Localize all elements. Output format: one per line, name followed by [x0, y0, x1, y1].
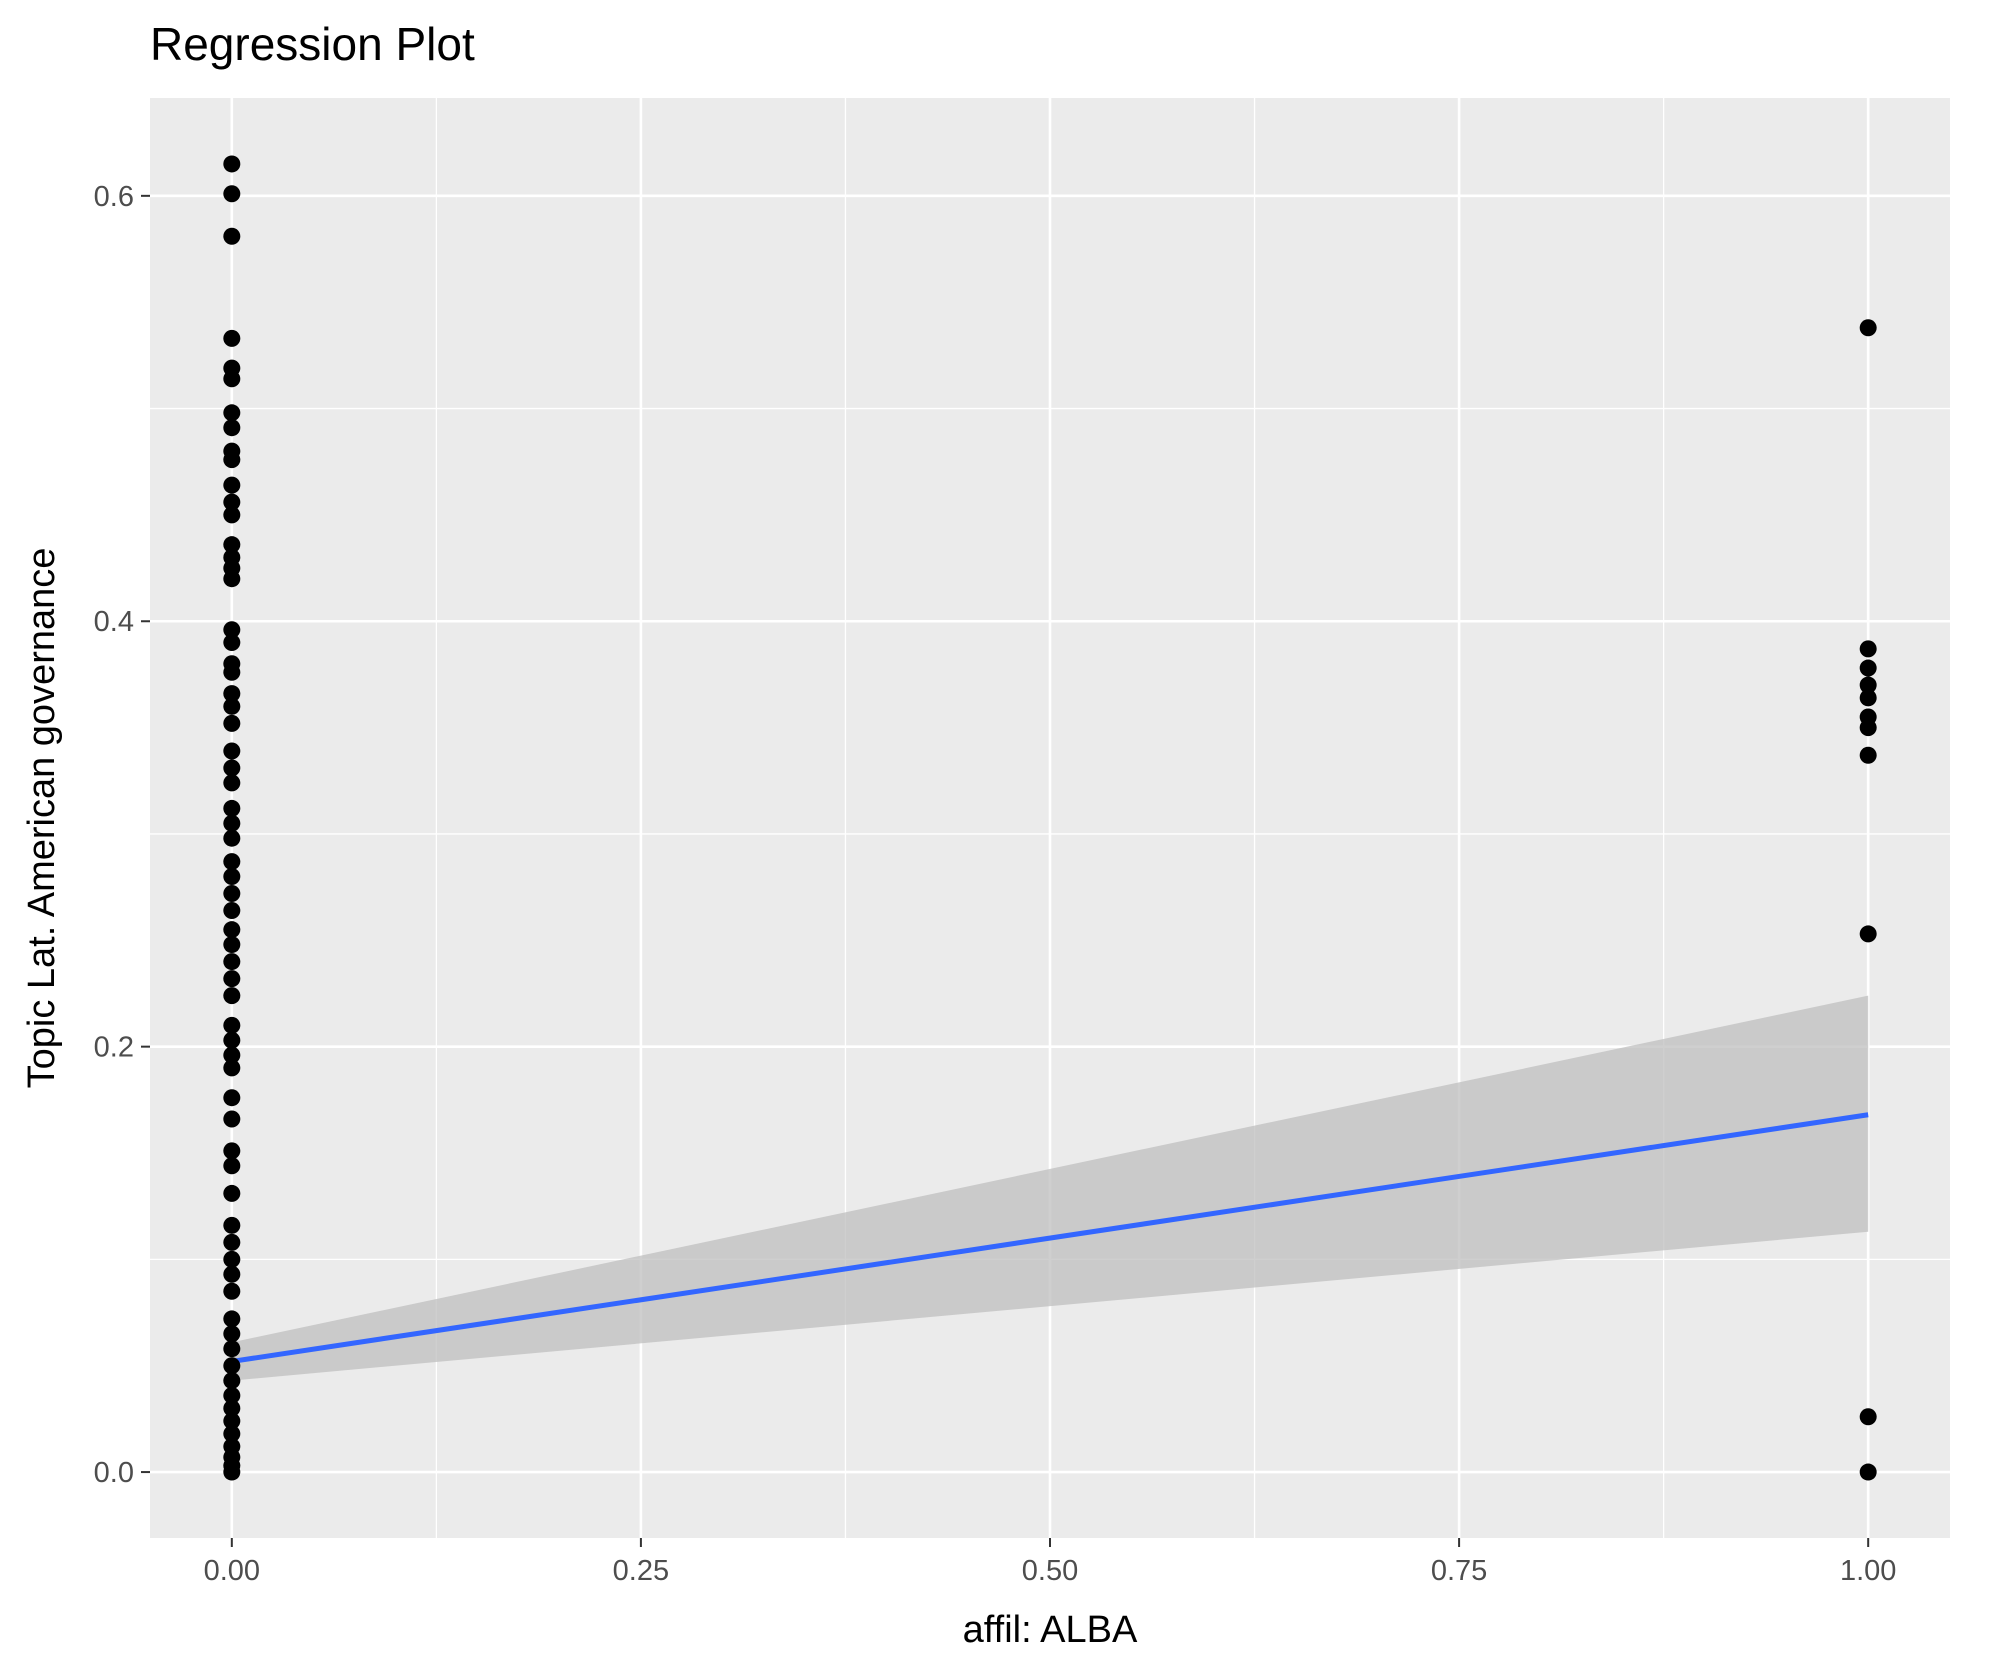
data-point	[223, 1463, 241, 1481]
x-axis-label: affil: ALBA	[963, 1609, 1138, 1651]
y-tick-label: 0.6	[94, 181, 134, 213]
data-point	[223, 1046, 241, 1064]
data-point	[223, 493, 241, 511]
data-point	[223, 936, 241, 954]
data-point	[1859, 640, 1877, 658]
data-point	[223, 953, 241, 971]
data-point	[223, 829, 241, 847]
data-point	[223, 987, 241, 1005]
data-point	[1859, 689, 1877, 707]
data-point	[223, 697, 241, 715]
data-point	[223, 1412, 241, 1430]
data-point	[223, 370, 241, 388]
data-point	[223, 1265, 241, 1283]
data-point	[223, 1184, 241, 1202]
data-point	[223, 1216, 241, 1234]
data-point	[223, 419, 241, 437]
x-tick-label: 0.00	[204, 1555, 260, 1587]
regression-line-group	[231, 1112, 1869, 1364]
data-point	[223, 185, 241, 203]
confidence-band	[231, 995, 1869, 1381]
data-point	[1859, 746, 1877, 764]
data-point	[223, 799, 241, 817]
data-point	[223, 685, 241, 703]
data-point	[223, 570, 241, 588]
data-point	[223, 921, 241, 939]
data-point	[223, 1157, 241, 1175]
data-point	[1859, 1408, 1877, 1426]
y-axis-label: Topic Lat. American governance	[21, 548, 63, 1089]
data-point	[223, 759, 241, 777]
data-point	[223, 714, 241, 732]
data-point	[223, 1059, 241, 1077]
axes: 0.00 0.25 0.50 0.75 1.00 0.0 0.2 0.4 0.6	[94, 181, 1897, 1587]
data-point	[223, 867, 241, 885]
data-point	[223, 1372, 241, 1390]
data-point	[223, 853, 241, 871]
data-point	[223, 1340, 241, 1358]
x-tick-label: 0.25	[613, 1555, 669, 1587]
y-tick-label: 0.0	[94, 1457, 134, 1489]
data-point	[223, 1399, 241, 1417]
data-points	[223, 155, 1877, 1481]
data-point	[223, 476, 241, 494]
data-point	[1859, 925, 1877, 943]
confidence-ribbon	[231, 995, 1869, 1381]
x-tick-label: 0.75	[1431, 1555, 1487, 1587]
chart-title: Regression Plot	[150, 18, 475, 70]
data-point	[223, 1325, 241, 1343]
data-point	[223, 1357, 241, 1375]
data-point	[1859, 1463, 1877, 1481]
data-point	[223, 155, 241, 173]
data-point	[1859, 659, 1877, 677]
data-point	[223, 1310, 241, 1328]
data-point	[1859, 719, 1877, 737]
data-point	[223, 663, 241, 681]
data-point	[223, 902, 241, 920]
data-point	[223, 1016, 241, 1034]
y-tick-label: 0.4	[94, 606, 134, 638]
data-point	[223, 536, 241, 554]
data-point	[223, 1250, 241, 1268]
x-tick-label: 1.00	[1840, 1555, 1896, 1587]
data-point	[223, 506, 241, 524]
data-point	[223, 1386, 241, 1404]
data-point	[223, 1425, 241, 1443]
data-point	[223, 1031, 241, 1049]
data-point	[223, 1233, 241, 1251]
data-point	[223, 227, 241, 245]
data-point	[223, 1089, 241, 1107]
x-tick-label: 0.50	[1022, 1555, 1078, 1587]
data-point	[223, 742, 241, 760]
data-point	[223, 814, 241, 832]
data-point	[223, 970, 241, 988]
data-point	[223, 1110, 241, 1128]
data-point	[223, 621, 241, 639]
data-point	[223, 885, 241, 903]
data-point	[223, 1282, 241, 1300]
data-point	[223, 451, 241, 469]
data-point	[223, 634, 241, 652]
data-point	[1859, 676, 1877, 694]
data-point	[223, 329, 241, 347]
data-point	[223, 404, 241, 422]
data-point	[223, 1142, 241, 1160]
y-tick-label: 0.2	[94, 1032, 134, 1064]
regression-line	[231, 1112, 1869, 1364]
data-point	[223, 774, 241, 792]
data-point	[1859, 319, 1877, 337]
